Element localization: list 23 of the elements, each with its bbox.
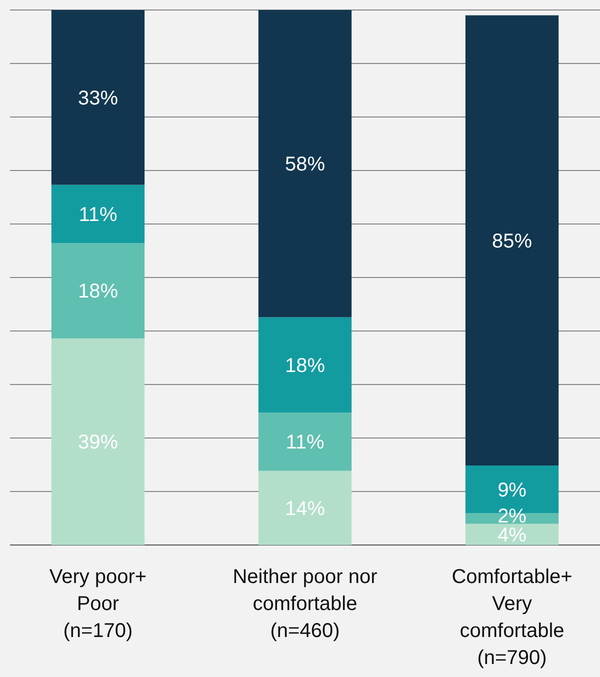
data-label: 11% [78,204,118,226]
data-label: 11% [286,432,324,454]
data-label: 14% [284,498,326,520]
data-label: 39% [78,432,118,454]
bar [465,524,559,545]
bar [465,15,559,466]
data-label: 85% [492,230,532,252]
data-label: 18% [78,280,118,303]
bar [258,317,352,413]
bar [258,412,352,471]
bar [258,10,352,318]
x-tick-label: Very poor+ Poor (n=170) [49,566,147,642]
x-tick-label: Comfortable+ Very comfortable (n=790) [452,566,572,669]
bar [51,338,145,545]
x-tick-label: Neither poor nor comfortable (n=460) [232,566,378,642]
bar [51,184,145,244]
bar [51,243,145,338]
bar [258,470,352,545]
data-label: 9% [498,479,527,502]
data-label: 58% [284,154,326,176]
data-label: 33% [78,87,118,110]
bar [51,10,145,185]
data-label: 18% [284,354,326,377]
